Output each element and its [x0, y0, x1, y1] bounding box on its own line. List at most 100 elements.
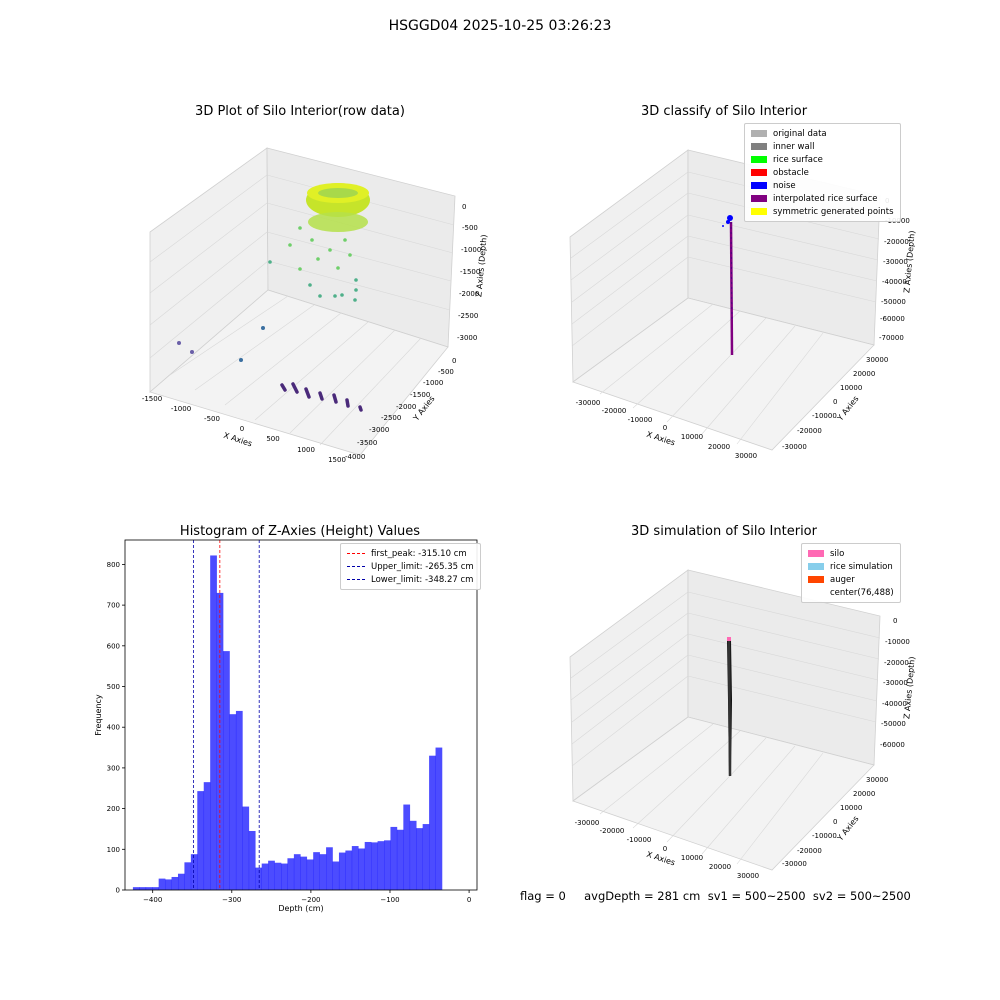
legend-swatch	[751, 130, 767, 137]
histogram-bar	[248, 830, 256, 890]
histogram-bar	[306, 859, 314, 890]
histogram-ylabel: Frequency	[94, 694, 103, 736]
legend-item: auger	[808, 573, 894, 586]
p2-x-tick: -20000	[602, 407, 627, 415]
p1-z-tick: -500	[462, 224, 478, 232]
legend-item: center(76,488)	[808, 586, 894, 599]
histogram-bar	[139, 887, 147, 890]
p2-x-tick: 10000	[681, 433, 703, 441]
legend-swatch	[751, 182, 767, 189]
legend-swatch	[751, 169, 767, 176]
x-tick-label: −200	[301, 896, 320, 904]
p1-x-tick: -1500	[142, 395, 162, 403]
p2-z-tick: -70000	[879, 334, 904, 342]
legend-swatch	[751, 143, 767, 150]
histogram-bar	[255, 867, 262, 890]
p2-x-tick: -10000	[628, 416, 653, 424]
histogram-y-ticks: 0 100 200 300 400 500 600 700 800	[107, 561, 125, 895]
legend-swatch	[751, 208, 767, 215]
p1-z-tick: -2000	[459, 290, 479, 298]
p1-z-tick: -2500	[458, 312, 478, 320]
histogram-bar	[242, 806, 250, 890]
p4-z-tick: -20000	[884, 659, 909, 667]
histogram-bar	[274, 862, 282, 890]
legend-swatch	[808, 576, 824, 583]
histogram-frame	[124, 539, 478, 891]
legend-item: interpolated rice surface	[751, 192, 894, 205]
y-tick-label: 400	[107, 724, 120, 732]
p1-y-tick: -500	[438, 368, 454, 376]
histogram-bar	[281, 863, 288, 890]
histogram-bar	[364, 841, 372, 890]
p1-x-tick: 500	[266, 435, 279, 443]
y-tick-label: 100	[107, 846, 120, 854]
histogram-bar	[396, 829, 404, 890]
legend-swatch	[751, 156, 767, 163]
p4-x-tick: 20000	[709, 863, 731, 871]
legend-line	[347, 579, 365, 580]
p2-z-tick: -20000	[884, 238, 909, 246]
p4-x-tick: -30000	[575, 819, 600, 827]
legend-line	[347, 553, 365, 554]
histogram-bar	[326, 847, 333, 890]
y-tick-label: 600	[107, 642, 120, 650]
p4-z-tick: -50000	[881, 720, 906, 728]
y-tick-label: 300	[107, 764, 120, 772]
p4-y-tick: -30000	[782, 860, 807, 868]
p2-y-tick: -20000	[797, 427, 822, 435]
histogram-bar	[261, 863, 269, 890]
histogram-bar	[313, 852, 320, 890]
p1-x-tick: -1000	[171, 405, 191, 413]
panel4-title: 3D simulation of Silo Interior	[631, 524, 817, 539]
p2-y-tick: -10000	[812, 412, 837, 420]
legend-item: original data	[751, 127, 894, 140]
histogram-legend: first_peak: -315.10 cm Upper_limit: -265…	[340, 543, 481, 590]
histogram-title: Histogram of Z-Axies (Height) Values	[179, 524, 421, 539]
histogram-bar	[409, 820, 417, 890]
panel4-legend: silo rice simulation auger center(76,488…	[801, 543, 901, 603]
histogram-bar	[177, 873, 185, 890]
legend-item: rice simulation	[808, 560, 894, 573]
p2-x-tick: -30000	[576, 399, 601, 407]
histogram-bar	[132, 887, 140, 890]
p1-z-tick: -1000	[461, 246, 481, 254]
histogram-bar	[390, 826, 398, 890]
histogram-bar	[223, 651, 230, 890]
p2-z-tick: -40000	[882, 278, 907, 286]
legend-swatch	[808, 563, 824, 570]
histogram-bar	[300, 856, 308, 890]
p1-x-tick: 0	[240, 425, 244, 433]
histogram-bar	[338, 852, 346, 890]
histogram-bar	[293, 854, 301, 890]
p4-ylabel: Y Axies	[835, 814, 861, 843]
p1-y-tick: -4000	[345, 453, 365, 461]
x-tick-label: −100	[380, 896, 399, 904]
histogram-bar	[210, 555, 217, 890]
p4-z-tick: 0	[893, 617, 897, 625]
histogram-bar	[429, 755, 436, 890]
histogram-bar	[351, 846, 359, 890]
histogram-bar	[435, 747, 443, 890]
status-info-line: flag = 0 avgDepth = 281 cm sv1 = 500~250…	[520, 889, 911, 903]
x-tick-label: 0	[467, 896, 471, 904]
p2-z-tick: -30000	[883, 258, 908, 266]
p1-z-tick: -3000	[457, 334, 477, 342]
legend-item: Upper_limit: -265.35 cm	[347, 560, 474, 573]
histogram-vlines	[193, 540, 260, 890]
p4-x-tick: 0	[663, 845, 667, 853]
legend-item: silo	[808, 547, 894, 560]
p1-x-tick: 1000	[297, 446, 315, 454]
y-tick-label: 700	[107, 602, 120, 610]
x-tick-label: −400	[143, 896, 162, 904]
histogram-bar	[345, 850, 353, 890]
p4-y-tick: 0	[833, 818, 837, 826]
histogram-bar	[165, 879, 172, 890]
p1-x-tick: -500	[204, 415, 220, 423]
p2-y-tick: 10000	[840, 384, 862, 392]
panel1-title: 3D Plot of Silo Interior(row data)	[195, 104, 405, 119]
figure-title: HSGGD04 2025-10-25 03:26:23	[388, 18, 612, 34]
histogram-bar	[422, 824, 430, 890]
histogram-bar	[416, 828, 423, 890]
p4-y-tick: -20000	[797, 847, 822, 855]
